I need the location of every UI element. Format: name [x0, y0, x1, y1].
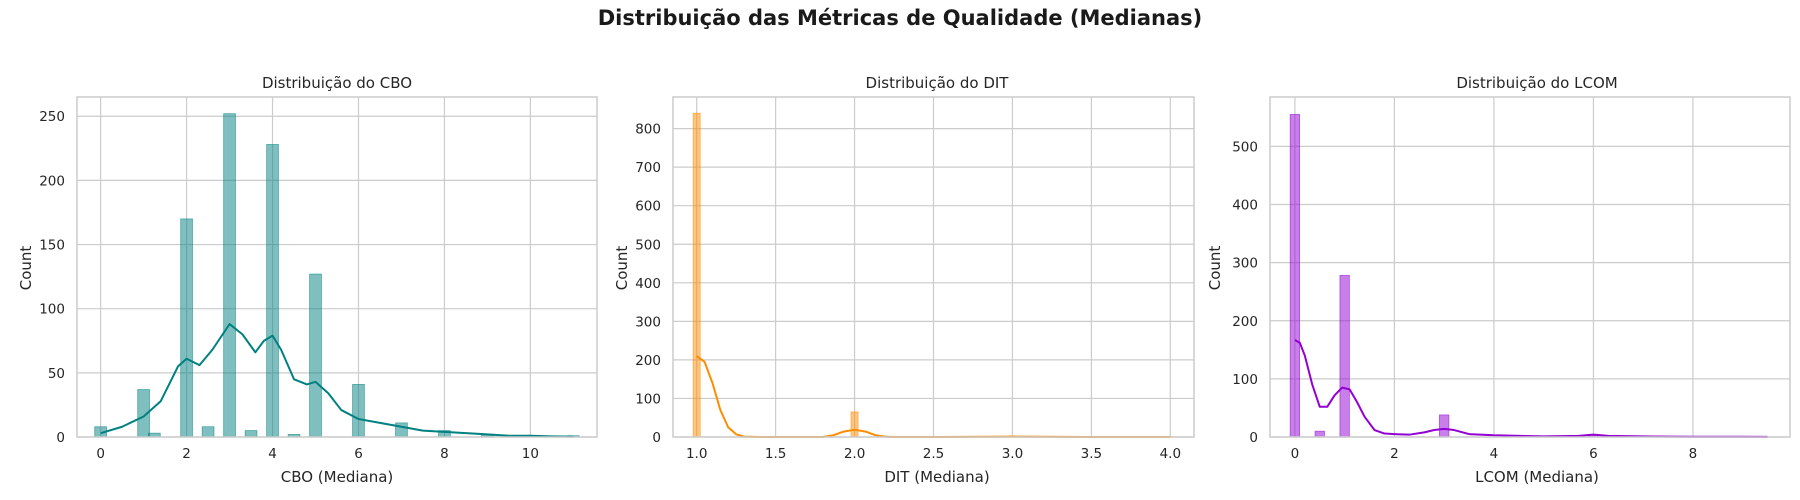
- histogram-bar: [223, 113, 236, 438]
- x-tick-label: 4.0: [1160, 446, 1181, 462]
- y-tick-label: 500: [635, 237, 661, 253]
- y-tick-label: 0: [652, 430, 661, 446]
- histogram-bar: [180, 218, 193, 438]
- x-tick-label: 2.5: [923, 446, 944, 462]
- y-axis-label-dit: Count: [613, 246, 631, 291]
- y-tick-label: 600: [635, 199, 661, 215]
- x-tick-label: 3.5: [1081, 446, 1102, 462]
- plot-frame: [1269, 96, 1791, 438]
- panel-cbo: Distribuição do CBO CBO (Mediana) Count: [17, 74, 412, 486]
- x-tick-label: 2: [1390, 446, 1399, 462]
- plot-area-dit: 1.0 1.5 2.0 2.5 3.0 3.5 4.0 0 100 200 300 400 500 600…: [635, 96, 1195, 462]
- x-tick-label: 8: [440, 446, 449, 462]
- x-tick-label: 2.0: [844, 446, 865, 462]
- kde-curve: [1294, 339, 1768, 438]
- y-tick-label: 200: [1232, 314, 1258, 330]
- histogram-bar: [244, 430, 258, 438]
- histogram-bar: [201, 426, 215, 438]
- x-tick-label: 0: [96, 446, 105, 462]
- y-axis-label-lcom: Count: [1206, 246, 1224, 291]
- panel-lcom: Distribuição do LCOM LCOM (Mediana) Coun…: [1206, 74, 1618, 486]
- panel-title-lcom: Distribuição do LCOM: [1456, 74, 1617, 92]
- y-axis-label-cbo: Count: [17, 246, 35, 291]
- y-tick-label: 300: [1232, 256, 1258, 272]
- kde-curve: [100, 323, 574, 438]
- x-axis-label-lcom: LCOM (Mediana): [1475, 468, 1599, 486]
- x-axis-label-dit: DIT (Mediana): [884, 468, 989, 486]
- y-tick-label: 0: [1249, 430, 1258, 446]
- panel-dit: Distribuição do DIT DIT (Mediana) Count: [613, 74, 1009, 486]
- histogram-bar: [309, 273, 322, 438]
- histogram-bar: [1289, 114, 1301, 438]
- x-tick-label: 4: [268, 446, 277, 462]
- y-tick-label: 0: [56, 430, 65, 446]
- panel-title-dit: Distribuição do DIT: [866, 74, 1010, 92]
- histogram-bar: [352, 383, 365, 438]
- y-tick-label: 800: [635, 122, 661, 138]
- y-tick-label: 250: [39, 109, 65, 125]
- histogram-bar: [692, 112, 701, 438]
- y-tick-label: 200: [39, 173, 65, 189]
- x-axis-label-cbo: CBO (Mediana): [281, 468, 394, 486]
- histogram-bar: [1339, 275, 1350, 438]
- plot-frame: [76, 96, 598, 438]
- x-tick-label: 8: [1689, 446, 1698, 462]
- panel-title-cbo: Distribuição do CBO: [262, 74, 412, 92]
- x-tick-label: 4: [1490, 446, 1499, 462]
- x-tick-label: 2: [182, 446, 191, 462]
- y-tick-label: 100: [39, 302, 65, 318]
- x-tick-label: 10: [522, 446, 539, 462]
- figure-title: Distribuição das Métricas de Qualidade (…: [598, 6, 1203, 30]
- histogram-bar: [266, 144, 279, 438]
- y-tick-label: 700: [635, 160, 661, 176]
- plot-area-lcom: 0 2 4 6 8 0 100 200 300 400 500: [1232, 96, 1791, 462]
- x-tick-label: 6: [354, 446, 363, 462]
- x-tick-label: 0: [1291, 446, 1300, 462]
- y-tick-label: 200: [635, 353, 661, 369]
- y-tick-label: 100: [635, 391, 661, 407]
- x-tick-label: 1.5: [765, 446, 786, 462]
- histogram-bar: [1314, 430, 1325, 438]
- y-tick-label: 500: [1232, 139, 1258, 155]
- x-tick-label: 6: [1589, 446, 1598, 462]
- x-tick-label: 1.0: [686, 446, 707, 462]
- y-tick-label: 100: [1232, 372, 1258, 388]
- plot-frame: [672, 96, 1195, 438]
- y-tick-label: 300: [635, 314, 661, 330]
- histogram-bar: [1439, 414, 1450, 438]
- y-tick-label: 400: [635, 276, 661, 292]
- y-tick-label: 150: [39, 238, 65, 254]
- x-tick-label: 3.0: [1002, 446, 1023, 462]
- y-tick-label: 400: [1232, 198, 1258, 214]
- y-tick-label: 50: [48, 366, 65, 382]
- histogram-bar: [850, 411, 859, 438]
